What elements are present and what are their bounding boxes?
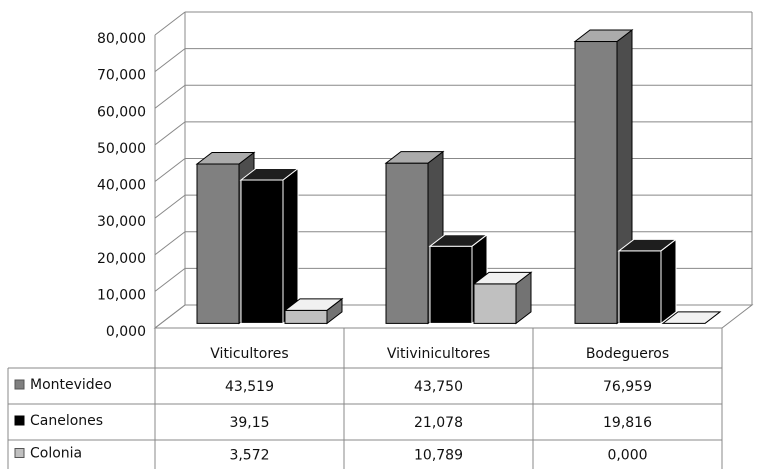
data-table-value: 76,959 xyxy=(603,379,652,395)
y-tick-label: 50,000 xyxy=(97,141,146,157)
data-table-value: 39,15 xyxy=(229,415,269,431)
x-tick-label: Bodegueros xyxy=(586,346,669,362)
bar-front xyxy=(284,309,328,324)
legend-label: Montevideo xyxy=(30,377,112,393)
bar-top xyxy=(617,238,678,252)
grid-line xyxy=(154,48,186,73)
grid-line xyxy=(154,231,186,256)
bar-front xyxy=(574,41,618,324)
legend-swatch xyxy=(14,448,25,458)
data-table-value: 3,572 xyxy=(229,448,269,464)
bar-top xyxy=(283,298,344,311)
bar-top xyxy=(239,168,300,181)
bar-top xyxy=(472,271,533,285)
bar-side xyxy=(660,238,677,325)
y-tick-label: 70,000 xyxy=(97,68,146,84)
grid-line xyxy=(154,267,186,292)
legend-label: Canelones xyxy=(30,413,103,429)
data-table-value: 19,816 xyxy=(603,415,652,431)
data-table-value: 0,000 xyxy=(607,448,647,464)
grid-line xyxy=(154,11,186,36)
y-tick-label: 60,000 xyxy=(97,104,146,120)
data-table-value: 21,078 xyxy=(414,415,463,431)
grid-line xyxy=(154,84,186,109)
bar-top xyxy=(195,152,256,165)
grid-line xyxy=(154,194,186,219)
y-tick-label: 80,000 xyxy=(97,31,146,47)
bar xyxy=(617,238,678,325)
bar xyxy=(283,297,344,325)
bar-top xyxy=(384,151,445,164)
grid-line xyxy=(154,304,186,329)
bar-front xyxy=(196,163,240,324)
x-tick-label: Viticultores xyxy=(210,346,288,362)
y-tick-label: 30,000 xyxy=(97,214,146,230)
legend-swatch xyxy=(14,415,25,426)
legend-swatch xyxy=(14,379,25,390)
bar-front xyxy=(240,179,284,324)
data-table-value: 43,750 xyxy=(414,379,463,395)
bar xyxy=(472,271,533,325)
bar-top xyxy=(573,29,634,43)
bar-front xyxy=(473,283,517,324)
bar-front xyxy=(618,250,662,324)
grid-line xyxy=(154,158,186,182)
legend-label: Colonia xyxy=(30,446,82,462)
bar-front xyxy=(385,162,429,324)
x-tick-label: Vitivinicultores xyxy=(387,346,490,362)
bar xyxy=(239,167,300,325)
y-tick-label: 40,000 xyxy=(97,178,146,194)
data-table-value: 43,519 xyxy=(225,379,274,395)
y-tick-label: 20,000 xyxy=(97,251,146,267)
grid-line xyxy=(154,121,186,146)
bar-top xyxy=(661,311,722,324)
data-table-value: 10,789 xyxy=(414,448,463,464)
bar-top xyxy=(428,234,489,247)
y-tick-label: 0,000 xyxy=(106,324,146,340)
bar xyxy=(661,311,722,324)
bar-front xyxy=(429,245,473,324)
y-tick-label: 10,000 xyxy=(97,287,146,303)
bar-side xyxy=(282,167,299,325)
